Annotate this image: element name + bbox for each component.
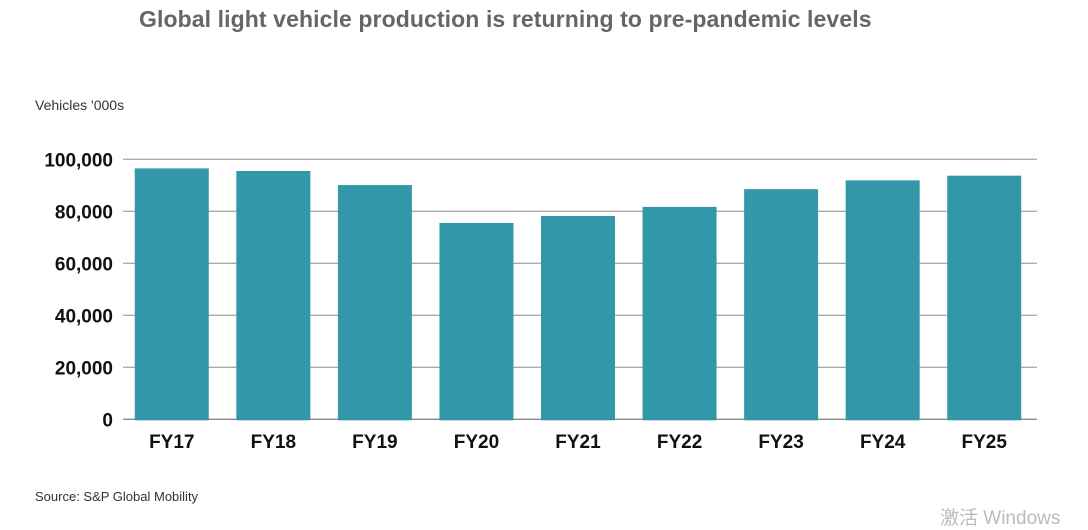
bar-fy18 (236, 171, 311, 421)
x-tick-label: FY22 (657, 432, 702, 453)
y-tick-label: 0 (102, 410, 113, 431)
bar-fy25 (947, 175, 1022, 421)
y-axis-label: Vehicles '000s (35, 97, 125, 113)
y-tick-label: 80,000 (55, 202, 113, 223)
bar-fy21 (541, 215, 615, 421)
x-tick-label: FY20 (454, 432, 499, 453)
y-tick-label: 60,000 (55, 254, 113, 275)
x-tick-label: FY21 (555, 432, 601, 453)
bar-fy23 (744, 189, 819, 421)
x-tick-label: FY23 (758, 432, 803, 453)
bar-fy20 (439, 223, 514, 421)
bar-fy19 (337, 185, 412, 421)
windows-activation-watermark: 激活 Windows (940, 508, 1061, 529)
x-tick-label: FY25 (962, 432, 1008, 453)
bar-fy22 (642, 206, 717, 421)
chart-title: Global light vehicle production is retur… (139, 6, 872, 32)
x-tick-label: FY24 (860, 432, 906, 453)
y-tick-label: 20,000 (55, 358, 113, 379)
x-tick-label: FY18 (251, 432, 296, 453)
source-note: Source: S&P Global Mobility (35, 489, 199, 504)
y-tick-label: 100,000 (44, 150, 113, 171)
bar-fy17 (134, 168, 209, 421)
x-tick-label: FY17 (149, 432, 194, 453)
y-tick-label: 40,000 (55, 306, 113, 327)
x-tick-label: FY19 (352, 432, 397, 453)
bar-fy24 (845, 180, 920, 421)
